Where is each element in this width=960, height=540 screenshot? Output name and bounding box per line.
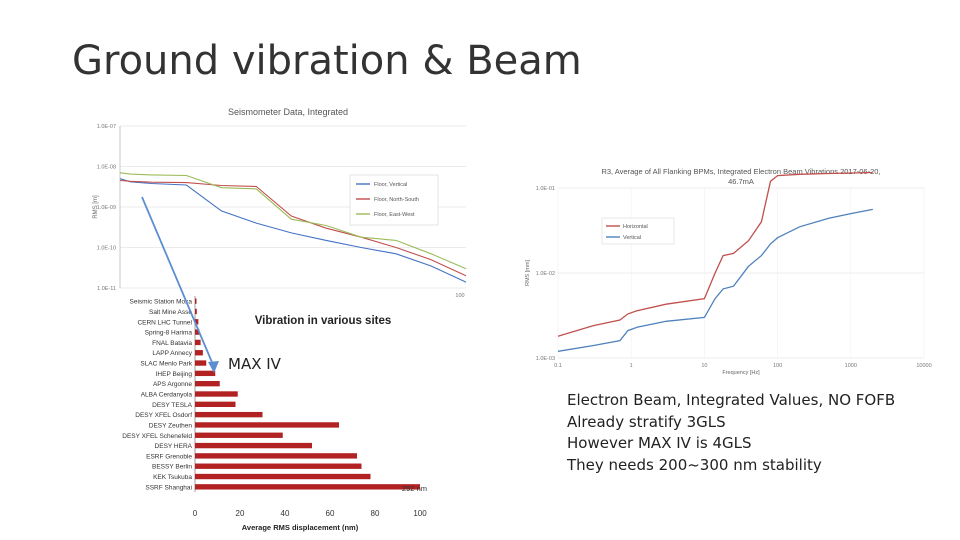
- category-label: DESY XFEL Schenefeld: [122, 433, 192, 440]
- x-tick-label: 1000: [845, 363, 857, 369]
- category-label: DESY XFEL Osdorf: [135, 412, 192, 419]
- legend-box: [601, 217, 675, 245]
- category-label: ALBA Cerdanyola: [141, 392, 193, 399]
- bar: [195, 401, 236, 407]
- x-tick-label: 80: [371, 509, 380, 518]
- x-axis-label: Frequency [Hz]: [722, 370, 760, 376]
- bar: [195, 411, 263, 418]
- beam-vibration-chart: R3, Average of All Flanking BPMs, Integr…: [516, 162, 937, 378]
- y-axis-label: RMS [m]: [93, 195, 99, 219]
- notes-block: Electron Beam, Integrated Values, NO FOF…: [567, 390, 895, 476]
- x-tick-label: 10: [701, 363, 707, 369]
- series-line-2: [119, 172, 467, 270]
- category-label: ESRF Grenoble: [146, 453, 192, 460]
- bar: [195, 453, 357, 459]
- category-label: KEK Tsukuba: [153, 474, 192, 481]
- category-label: Spring-8 Harima: [145, 330, 193, 337]
- bar: [195, 484, 420, 490]
- bar-annotation: 292 nm: [402, 484, 427, 493]
- beam-vibration-chart-svg: R3, Average of All Flanking BPMs, Integr…: [516, 162, 937, 378]
- y-tick-label: 1.0E-08: [97, 165, 116, 171]
- note-line: They needs 200~300 nm stability: [567, 455, 822, 474]
- y-tick-label: 1.0E-03: [536, 356, 555, 362]
- chart-title: Seismometer Data, Integrated: [228, 107, 348, 117]
- bar: [195, 339, 201, 346]
- legend-label: Floor, North-South: [374, 197, 419, 203]
- y-tick-label: 1.0E-02: [536, 271, 555, 277]
- bar: [195, 381, 220, 387]
- note-line: Already stratify 3GLS: [567, 412, 726, 431]
- category-label: FNAL Batavia: [152, 340, 192, 347]
- category-label: Seismic Station Moxa: [130, 299, 193, 306]
- category-label: CERN LHC Tunnel: [137, 319, 192, 326]
- category-label: LAPP Annecy: [152, 350, 192, 357]
- category-label: SSRF Shanghai: [145, 484, 192, 491]
- bar: [195, 319, 199, 325]
- x-tick-label: 40: [281, 509, 290, 518]
- chart-title: R3, Average of All Flanking BPMs, Integr…: [601, 167, 880, 176]
- category-label: SLAC Menlo Park: [140, 361, 192, 368]
- category-label: APS Argonne: [153, 381, 192, 388]
- bar: [195, 463, 362, 469]
- chart-background: [516, 162, 937, 378]
- x-tick-label: 0.1: [554, 363, 562, 369]
- bar: [195, 473, 371, 480]
- x-tick-label: 1: [630, 363, 633, 369]
- chart-title: 46.7mA: [728, 177, 754, 186]
- category-label: Salt Mine Asse: [149, 309, 192, 316]
- legend-label: Floor, East-West: [374, 212, 415, 218]
- bar: [195, 329, 200, 335]
- maxiv-label: MAX IV: [228, 355, 281, 373]
- bar: [195, 298, 197, 304]
- bar: [195, 432, 283, 438]
- bar: [195, 422, 339, 428]
- series-line-0: [557, 171, 873, 337]
- bar: [195, 350, 203, 356]
- y-axis-label: RMS [mm]: [525, 260, 531, 286]
- site-vibration-chart: Vibration in various sites Seismic Statio…: [111, 292, 434, 536]
- y-tick-label: 1.0E-10: [97, 246, 116, 252]
- legend-label: Horizontal: [623, 224, 648, 230]
- series-line-0: [119, 178, 467, 283]
- seismometer-chart: Seismometer Data, Integrated RMS [m] 1.0E-…: [88, 100, 490, 300]
- y-tick-label: 1.0E-07: [97, 124, 116, 130]
- category-label: IHEP Beijing: [156, 371, 193, 378]
- legend-label: Floor, Vertical: [374, 182, 407, 188]
- x-tick-label: 10000: [916, 363, 931, 369]
- y-tick-label: 1.0E-09: [97, 205, 116, 211]
- bar: [195, 308, 197, 315]
- category-label: DESY TESLA: [152, 402, 193, 409]
- bar: [195, 391, 238, 397]
- bar: [195, 442, 312, 449]
- chart-title: Vibration in various sites: [255, 315, 392, 327]
- bar: [195, 360, 207, 366]
- y-tick-label: 1.0E-01: [536, 186, 555, 192]
- category-label: DESY HERA: [155, 443, 193, 450]
- legend-label: Vertical: [623, 235, 641, 241]
- note-line: However MAX IV is 4GLS: [567, 434, 752, 452]
- category-label: DESY Zeuthen: [149, 422, 193, 429]
- x-tick-label: 20: [236, 509, 245, 518]
- site-vibration-chart-svg: Vibration in various sites Seismic Statio…: [122, 296, 427, 532]
- y-tick-label: 1.0E-11: [97, 286, 116, 292]
- slide-title: Ground vibration & Beam: [72, 38, 582, 84]
- series-line-1: [557, 208, 873, 352]
- note-line: Electron Beam, Integrated Values, NO FOF…: [567, 391, 896, 409]
- series-line-1: [119, 179, 467, 277]
- x-tick-label: 100: [773, 363, 782, 369]
- bar: [195, 370, 216, 377]
- x-tick-label: 100: [455, 293, 464, 299]
- x-tick-label: 60: [326, 509, 335, 518]
- x-axis-label: Average RMS displacement (nm): [242, 523, 359, 532]
- category-label: BESSY Berlin: [152, 464, 192, 471]
- x-tick-label: 100: [413, 509, 427, 518]
- x-tick-label: 0: [193, 509, 198, 518]
